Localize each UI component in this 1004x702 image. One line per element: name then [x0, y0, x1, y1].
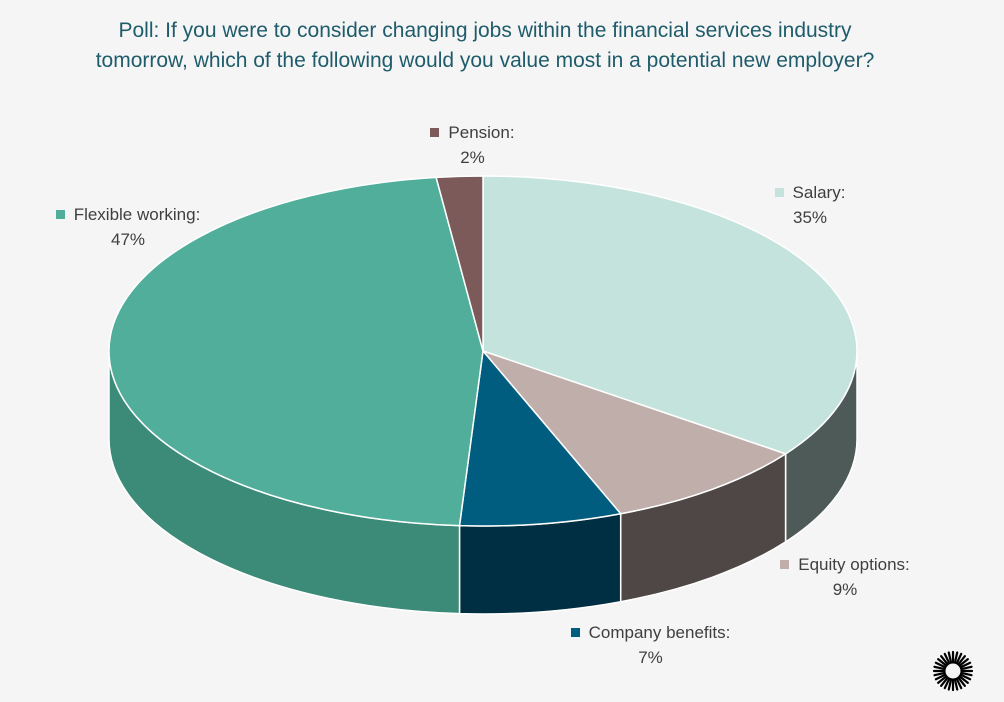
label-flexible-working-name: Flexible working:: [73, 205, 201, 224]
chart-title: Poll: If you were to consider changing j…: [95, 19, 875, 72]
sunburst-logo-icon: [932, 650, 974, 692]
label-equity-options-value: 9%: [832, 580, 858, 599]
label-pension: Pension: 2%: [400, 120, 545, 170]
salary-swatch: [774, 188, 784, 197]
label-pension-value: 2%: [460, 148, 485, 167]
label-equity-options: Equity options: 9%: [760, 552, 930, 602]
slice-pension: [435, 175, 484, 352]
slice-equity-options: [482, 350, 787, 515]
label-equity-options-name: Equity options:: [798, 555, 910, 574]
equity-options-swatch: [780, 560, 790, 569]
label-salary-name: Salary:: [792, 183, 846, 202]
slice-company-benefits: [458, 350, 622, 527]
label-salary-value: 35%: [792, 208, 828, 227]
slice-flexible-working: [108, 176, 484, 527]
slice-salary: [482, 175, 858, 455]
label-company-benefits-value: 7%: [638, 648, 663, 667]
label-flexible-working: Flexible working: 47%: [28, 202, 228, 252]
side-company-benefits: [458, 512, 622, 615]
company-benefits-swatch: [570, 628, 580, 637]
pie-tops: [108, 175, 858, 527]
flexible-working-swatch: [55, 210, 65, 219]
label-salary: Salary: 35%: [745, 180, 875, 230]
label-company-benefits: Company benefits: 7%: [538, 620, 763, 670]
label-pension-name: Pension:: [448, 123, 515, 142]
label-company-benefits-name: Company benefits:: [588, 623, 731, 642]
label-flexible-working-value: 47%: [110, 230, 146, 249]
pie-sides: [108, 350, 858, 615]
pension-swatch: [430, 128, 440, 137]
